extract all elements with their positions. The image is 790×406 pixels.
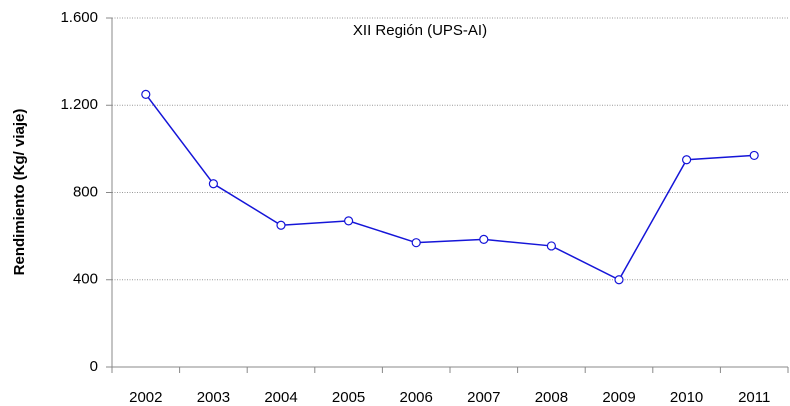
y-tick-label: 800 — [73, 183, 98, 200]
y-tick-label: 1.200 — [60, 96, 98, 113]
x-tick-label: 2005 — [332, 389, 365, 406]
x-tick-label: 2002 — [129, 389, 162, 406]
x-tick-label: 2008 — [535, 389, 568, 406]
marker — [614, 275, 624, 285]
marker — [479, 234, 489, 244]
marker — [749, 150, 759, 161]
marker — [276, 220, 286, 230]
x-tick-label: 2003 — [197, 389, 230, 406]
marker — [681, 155, 692, 165]
marker — [141, 89, 151, 99]
x-tick-label: 2011 — [738, 389, 770, 406]
x-tick-label: 2006 — [400, 389, 433, 406]
marker — [208, 179, 218, 189]
line — [145, 93, 755, 281]
x-tick-label: 2010 — [670, 389, 703, 406]
x-tick-label: 2004 — [264, 389, 297, 406]
y-tick-label: 400 — [73, 271, 98, 288]
marker — [411, 238, 421, 248]
x-tick-label: 2009 — [602, 389, 635, 406]
chart-title: XII Región (UPS-AI) — [353, 22, 487, 39]
y-tick-label: 0 — [90, 358, 98, 375]
y-axis-label: Rendimiento (Kg/ viaje) — [11, 109, 28, 276]
y-tick-label: 1.600 — [60, 9, 98, 26]
x-tick-label: 2007 — [467, 389, 500, 406]
marker — [546, 241, 557, 251]
marker — [344, 216, 354, 226]
